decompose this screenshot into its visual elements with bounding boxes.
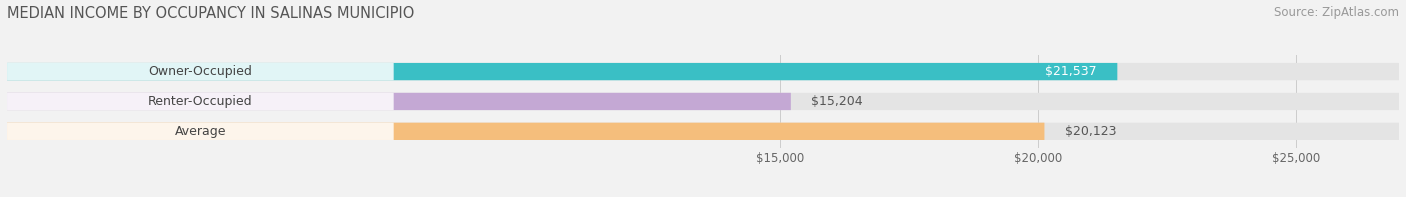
FancyBboxPatch shape [7, 63, 394, 80]
FancyBboxPatch shape [7, 123, 1045, 140]
Text: $21,537: $21,537 [1045, 65, 1097, 78]
FancyBboxPatch shape [7, 93, 394, 110]
FancyBboxPatch shape [7, 93, 1399, 110]
FancyBboxPatch shape [7, 123, 394, 140]
Text: Average: Average [174, 125, 226, 138]
FancyBboxPatch shape [7, 123, 1399, 140]
Text: $15,204: $15,204 [811, 95, 863, 108]
Text: Source: ZipAtlas.com: Source: ZipAtlas.com [1274, 6, 1399, 19]
Text: Renter-Occupied: Renter-Occupied [148, 95, 253, 108]
Text: MEDIAN INCOME BY OCCUPANCY IN SALINAS MUNICIPIO: MEDIAN INCOME BY OCCUPANCY IN SALINAS MU… [7, 6, 415, 21]
Text: Owner-Occupied: Owner-Occupied [149, 65, 252, 78]
FancyBboxPatch shape [7, 63, 1399, 80]
Text: $20,123: $20,123 [1066, 125, 1116, 138]
FancyBboxPatch shape [7, 93, 790, 110]
FancyBboxPatch shape [7, 63, 1118, 80]
